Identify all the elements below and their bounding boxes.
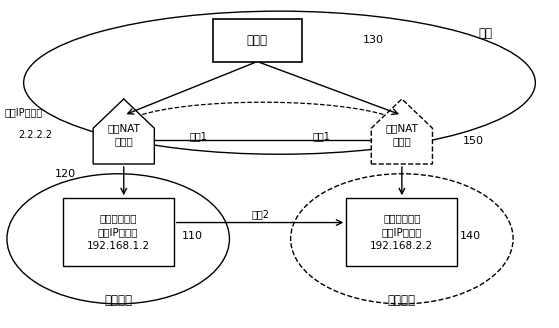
Text: 120: 120 — [55, 169, 76, 179]
Text: 路径1: 路径1 — [312, 131, 330, 141]
Text: 第二边缘节点
实际IP地址：
192.168.2.2: 第二边缘节点 实际IP地址： 192.168.2.2 — [370, 213, 433, 251]
Text: 2.2.2.2: 2.2.2.2 — [18, 130, 52, 140]
Text: 140: 140 — [460, 231, 481, 240]
Text: 110: 110 — [182, 231, 203, 240]
Text: 单向网络: 单向网络 — [388, 294, 416, 307]
Text: 公网IP地址：: 公网IP地址： — [4, 107, 42, 117]
FancyBboxPatch shape — [63, 198, 174, 266]
Text: 路径1: 路径1 — [190, 131, 208, 141]
Text: 130: 130 — [363, 35, 384, 45]
Polygon shape — [93, 99, 154, 164]
FancyBboxPatch shape — [213, 19, 302, 62]
Text: 路径2: 路径2 — [251, 209, 269, 219]
Text: 150: 150 — [463, 136, 484, 146]
Polygon shape — [371, 99, 433, 164]
Text: 第一NAT
路由器: 第一NAT 路由器 — [107, 124, 140, 146]
Text: 公网: 公网 — [479, 28, 492, 40]
Text: 第一边缘节点
实际IP地址：
192.168.1.2: 第一边缘节点 实际IP地址： 192.168.1.2 — [87, 213, 150, 251]
Text: 云节点: 云节点 — [247, 34, 268, 47]
Text: 单向网络: 单向网络 — [104, 294, 132, 307]
FancyBboxPatch shape — [346, 198, 457, 266]
Text: 第二NAT
路由器: 第二NAT 路由器 — [386, 124, 418, 146]
